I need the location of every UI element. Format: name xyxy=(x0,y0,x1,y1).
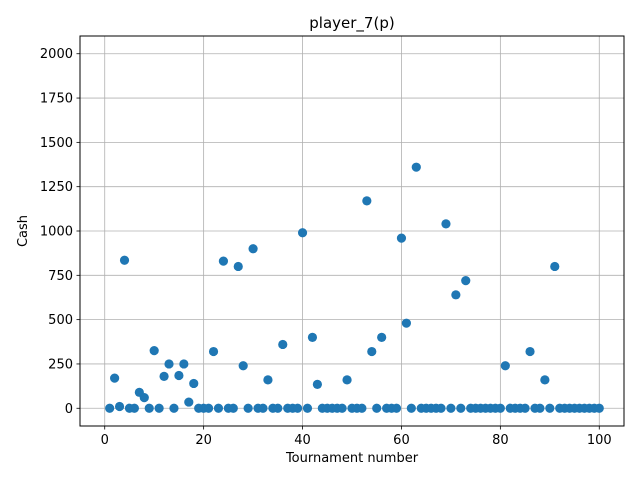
data-point xyxy=(189,378,199,389)
x-axis: 0 20 40 60 80 100 xyxy=(101,426,612,448)
y-tick-label: 1250 xyxy=(40,180,73,195)
data-point xyxy=(159,371,169,381)
data-point xyxy=(278,339,288,350)
data-point xyxy=(149,346,159,356)
data-point xyxy=(119,255,130,265)
data-point xyxy=(213,403,224,413)
data-point xyxy=(174,370,184,381)
data-point xyxy=(129,403,139,413)
data-point xyxy=(367,346,377,357)
data-point xyxy=(238,361,248,371)
y-tick-label: 2000 xyxy=(40,47,73,62)
x-tick-label: 60 xyxy=(393,433,410,448)
data-point xyxy=(105,403,115,413)
y-tick-label: 0 xyxy=(65,402,73,417)
data-point xyxy=(391,403,402,413)
data-point xyxy=(406,403,416,413)
data-point xyxy=(550,261,560,272)
data-point xyxy=(401,318,411,328)
data-point xyxy=(396,233,407,243)
data-point xyxy=(312,379,322,389)
data-point xyxy=(184,397,194,407)
data-point xyxy=(228,403,238,413)
data-point xyxy=(297,228,308,238)
data-point xyxy=(263,375,273,385)
data-point xyxy=(233,261,243,272)
data-point xyxy=(362,196,372,206)
data-point xyxy=(154,403,164,413)
data-point xyxy=(243,403,253,413)
y-tick-label: 1750 xyxy=(40,92,73,107)
data-point xyxy=(436,403,446,413)
data-point xyxy=(144,403,154,413)
data-point xyxy=(520,403,530,413)
data-point xyxy=(525,346,535,357)
grid xyxy=(80,36,624,426)
data-point xyxy=(411,162,421,172)
x-tick-label: 80 xyxy=(492,433,509,448)
y-tick-label: 1000 xyxy=(40,225,73,240)
data-point xyxy=(342,375,352,385)
data-point xyxy=(500,361,510,371)
data-point xyxy=(208,346,219,357)
y-axis: 0 250 500 750 1000 1250 1500 1750 2000 xyxy=(40,47,80,417)
data-point xyxy=(307,332,318,342)
data-point xyxy=(114,401,125,412)
y-tick-label: 250 xyxy=(48,357,73,372)
chart-title: player_7(p) xyxy=(309,14,394,33)
data-point xyxy=(456,403,466,413)
data-point xyxy=(248,244,258,254)
data-point xyxy=(446,403,456,413)
data-point xyxy=(372,403,382,413)
data-point xyxy=(461,276,471,286)
y-axis-label: Cash xyxy=(16,215,31,247)
data-point xyxy=(302,403,313,413)
x-tick-label: 40 xyxy=(294,433,311,448)
data-point xyxy=(169,403,179,413)
data-point xyxy=(540,375,550,385)
data-point xyxy=(451,290,461,300)
data-point xyxy=(441,219,451,229)
x-tick-label: 0 xyxy=(101,433,109,448)
data-point xyxy=(110,373,120,383)
data-point xyxy=(203,403,214,413)
data-point xyxy=(164,359,174,369)
data-point xyxy=(377,332,387,342)
y-tick-label: 750 xyxy=(48,269,73,284)
data-point xyxy=(293,403,303,413)
x-axis-label: Tournament number xyxy=(285,451,419,466)
y-tick-label: 1500 xyxy=(40,136,73,151)
data-point xyxy=(535,403,545,413)
data-point xyxy=(258,403,268,413)
data-point xyxy=(594,403,604,413)
data-point xyxy=(218,256,229,266)
data-point xyxy=(139,393,149,403)
y-tick-label: 500 xyxy=(48,313,73,328)
data-points xyxy=(105,162,604,413)
x-tick-label: 20 xyxy=(195,433,212,448)
data-point xyxy=(273,403,283,413)
data-point xyxy=(545,403,555,413)
data-point xyxy=(495,403,505,413)
data-point xyxy=(337,403,347,413)
x-tick-label: 100 xyxy=(587,433,612,448)
data-point xyxy=(179,359,189,369)
data-point xyxy=(357,403,367,413)
